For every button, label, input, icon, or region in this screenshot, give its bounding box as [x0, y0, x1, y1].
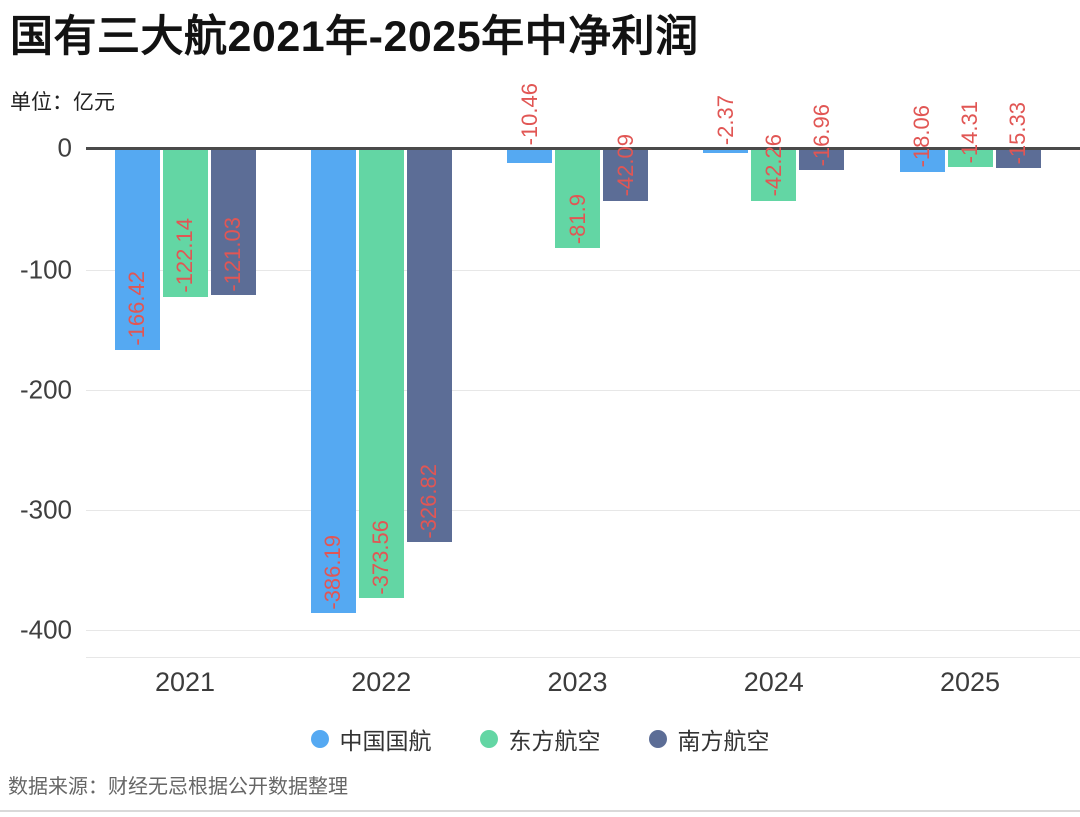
x-axis-year-label: 2024	[743, 667, 804, 697]
gridline	[86, 510, 1080, 511]
legend-dot-icon	[648, 730, 667, 748]
x-axis-year-label: 2023	[547, 667, 608, 697]
x-axis-year-label: 2025	[939, 667, 1001, 697]
plot-bottom-border	[86, 657, 1080, 658]
gridline	[86, 390, 1080, 391]
bar: -386.19	[310, 150, 356, 614]
bar-value-label: -122.14	[172, 217, 197, 293]
bar: -2.37	[703, 95, 749, 153]
legend-dot-icon	[479, 730, 498, 748]
bar-value-label: -121.03	[220, 216, 245, 292]
gridline	[86, 270, 1080, 271]
bar: -121.03	[210, 150, 256, 296]
legend-item: 中国国航	[310, 722, 432, 756]
bar: -14.31	[947, 101, 993, 168]
legend-dot-icon	[310, 730, 329, 748]
y-axis-tick-label: -300	[19, 494, 72, 525]
chart-title: 国有三大航2021年-2025年中净利润	[10, 13, 699, 61]
bar: -122.14	[162, 150, 208, 297]
x-axis-year-label: 2021	[154, 667, 216, 697]
bar-value-label: -2.37	[712, 94, 738, 145]
bar: -42.26	[751, 134, 797, 201]
bar: -10.46	[507, 83, 552, 163]
x-axis-year-label: 2022	[351, 667, 412, 697]
legend-item: 东方航空	[479, 722, 601, 756]
legend-label: 南方航空	[677, 728, 770, 754]
bar-value-label: -81.9	[564, 194, 590, 245]
bar-value-label: -166.42	[124, 271, 149, 346]
bar-value-label: -326.82	[416, 463, 442, 539]
legend-label: 中国国航	[339, 728, 432, 754]
bar: -326.82	[406, 150, 452, 543]
y-axis-tick-label: -200	[19, 374, 72, 405]
bar-value-label: -42.26	[760, 134, 786, 197]
zero-axis-line	[86, 147, 1080, 150]
bar-value-label: -386.19	[320, 534, 346, 610]
bar: -373.56	[358, 150, 404, 599]
y-axis-tick-label: -400	[19, 614, 72, 645]
bar-value-label: -14.31	[957, 100, 982, 164]
bar-value-label: -373.56	[368, 519, 394, 595]
bar: -81.9	[555, 150, 600, 249]
bar-value-label: -16.96	[808, 103, 834, 167]
y-axis-tick-label: 0	[57, 132, 72, 163]
source-note: 数据来源：财经无忌根据公开数据整理	[8, 776, 348, 798]
legend-label: 东方航空	[508, 728, 601, 754]
bar: -166.42	[114, 150, 160, 350]
gridline	[86, 630, 1080, 631]
bar-value-label: -15.33	[1005, 102, 1030, 165]
bar-value-label: -42.09	[612, 134, 638, 197]
bar: -18.06	[899, 105, 945, 172]
bottom-divider	[0, 810, 1080, 812]
legend-item: 南方航空	[648, 722, 770, 756]
bar: -42.09	[603, 134, 648, 201]
bar: -15.33	[995, 102, 1041, 169]
bar: -16.96	[799, 104, 845, 171]
bar-value-label: -10.46	[516, 82, 542, 145]
bar-value-label: -18.06	[909, 105, 934, 168]
legend: 中国国航 东方航空 南方航空	[0, 722, 1080, 756]
unit-label: 单位：亿元	[10, 91, 115, 114]
y-axis-tick-label: -100	[19, 254, 72, 285]
